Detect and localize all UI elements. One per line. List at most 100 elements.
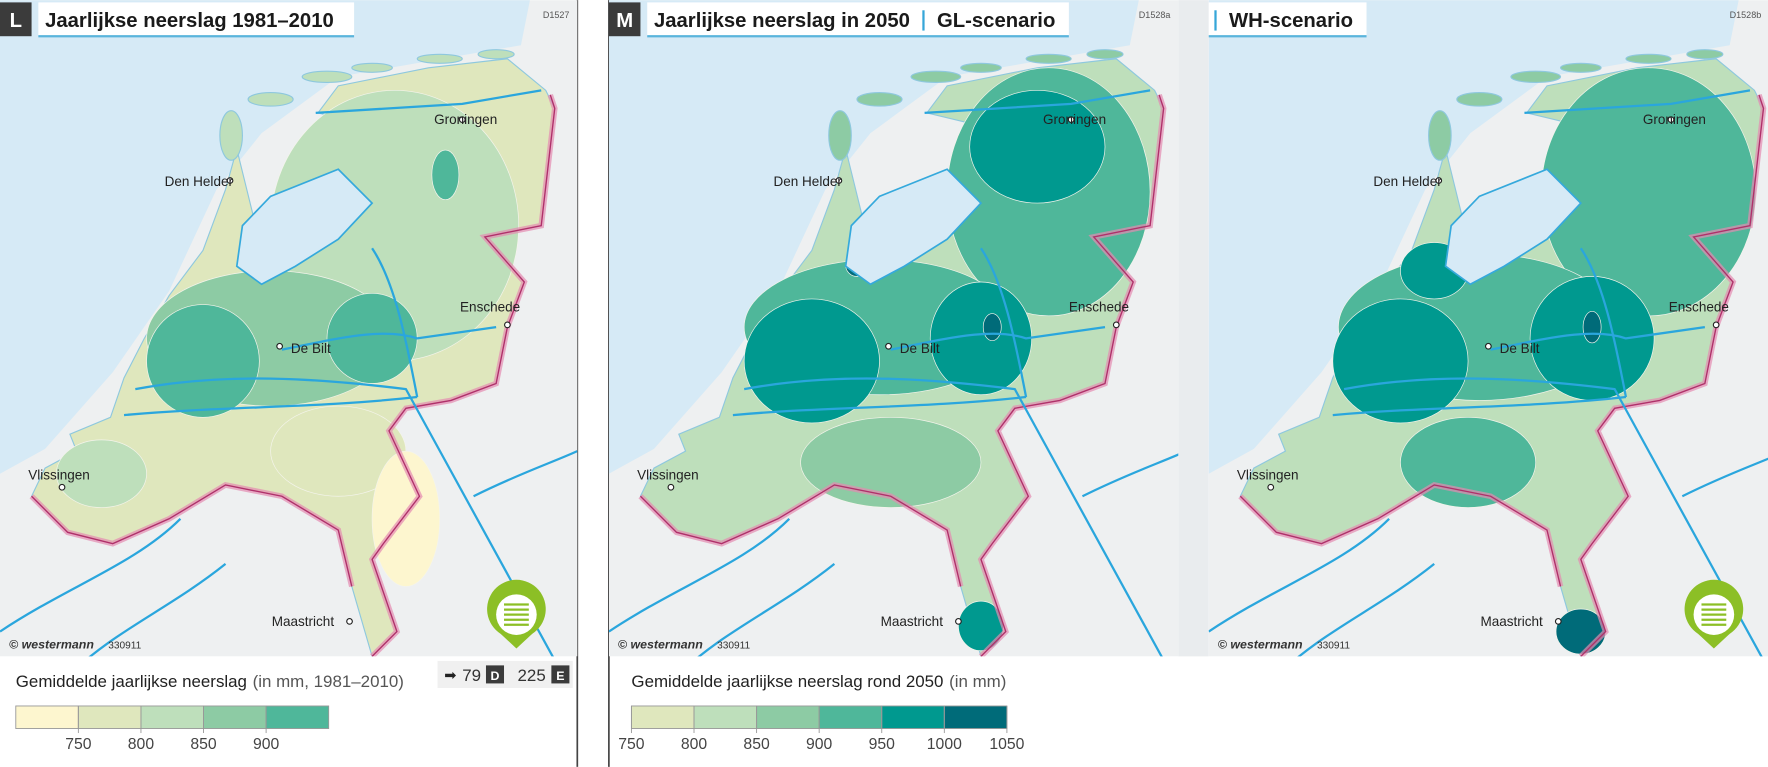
page-ref-page[interactable]: 225: [518, 666, 546, 685]
legend-swatch: [881, 705, 945, 729]
precip-zone: [969, 89, 1106, 204]
legend-title: Gemiddelde jaarlijkse neerslag rond 2050: [631, 672, 943, 691]
river: [608, 518, 791, 633]
panel-title: Jaarlijkse neerslag 1981–2010: [45, 10, 334, 32]
legend-tick-label: 950: [869, 736, 896, 753]
river: [1343, 377, 1763, 657]
legend-swatch: [77, 705, 142, 729]
lake: [235, 168, 374, 286]
island: [1086, 49, 1124, 60]
scenario-title: WH-scenario: [1229, 10, 1353, 32]
city-label: De Bilt: [291, 341, 331, 356]
river: [88, 563, 227, 657]
island: [910, 70, 962, 84]
city-label: Groningen: [1043, 112, 1106, 127]
island: [1510, 70, 1562, 84]
page-ref-page[interactable]: 79: [462, 666, 481, 685]
river: [732, 395, 1027, 417]
island: [1625, 53, 1672, 64]
credit-number: 330911: [1317, 640, 1350, 651]
city-dot: [226, 177, 234, 184]
city-label: Maastricht: [881, 614, 944, 629]
city-dot: [346, 618, 353, 625]
legend-swatch: [818, 705, 883, 729]
city-dot: [1112, 321, 1120, 329]
city-label: Den Helder: [165, 174, 234, 189]
title-box: [1208, 2, 1367, 37]
river: [1332, 395, 1627, 417]
map-code: D1527: [543, 10, 570, 20]
city-dot: [885, 342, 892, 350]
river: [473, 450, 578, 498]
river: [1681, 457, 1768, 498]
panel-title: Jaarlijkse neerslag in 2050: [654, 10, 910, 32]
precip-zone: [1582, 310, 1602, 344]
map-code: D1528b: [1730, 10, 1762, 20]
city-dot: [667, 483, 675, 491]
legend-tick-label: 800: [681, 736, 708, 753]
city-label: Enschede: [460, 299, 520, 314]
legend-swatch: [630, 705, 695, 729]
precip-zone: [146, 304, 260, 418]
map: Groningen Den Helder Enschede De Bilt Vlissi…: [1208, 0, 1768, 657]
island: [856, 92, 903, 107]
page-ref-letter: E: [556, 669, 564, 683]
legend-tick-label: 850: [190, 736, 217, 753]
island: [1025, 53, 1072, 64]
river: [371, 247, 419, 398]
legend-tick-label: 900: [806, 736, 833, 753]
map-panel: Groningen Den Helder Enschede De Bilt Vlissi…: [1208, 0, 1768, 657]
city-dot: [1484, 342, 1492, 350]
river: [315, 89, 542, 115]
city-dot: [1067, 116, 1075, 124]
sea: [608, 0, 1139, 474]
map: Groningen Den Helder Enschede De Bilt Vlissi…: [608, 0, 1179, 657]
city-label: Maastricht: [1480, 614, 1543, 629]
legend-subtitle: (in mm, 1981–2010): [253, 672, 404, 691]
city-dot: [458, 116, 466, 124]
precip-zone: [371, 450, 441, 587]
city-dot: [276, 342, 284, 350]
panel-letter-box: [0, 2, 32, 37]
city-label: De Bilt: [900, 341, 940, 356]
legend-tick-label: 750: [65, 736, 92, 753]
precip-zone: [982, 313, 1002, 341]
island: [416, 53, 463, 64]
river: [1490, 326, 1706, 351]
lake: [1444, 168, 1583, 286]
legend-tick-label: 800: [128, 736, 155, 753]
city-label: Groningen: [434, 112, 497, 127]
legend-title: Gemiddelde jaarlijkse neerslag: [16, 672, 247, 691]
map-panel: Groningen Den Helder Enschede De Bilt Vlissi…: [0, 0, 578, 657]
legend-tick-label: 900: [253, 736, 280, 753]
island: [828, 110, 852, 161]
city-dot: [835, 177, 843, 184]
river: [281, 326, 497, 351]
legend-tick-label: 1000: [927, 736, 962, 753]
page-ref-bg: [437, 660, 573, 688]
island: [1686, 49, 1724, 60]
map-panel: Groningen Den Helder Enschede De Bilt Vlissi…: [608, 0, 1762, 657]
city-label: Groningen: [1643, 112, 1706, 127]
city-label: Den Helder: [774, 174, 843, 189]
river: [0, 518, 182, 633]
legend-tick-label: 1050: [989, 736, 1024, 753]
page-ref-letter-box: [551, 665, 570, 684]
river: [1081, 453, 1179, 498]
river: [697, 563, 836, 657]
island: [1428, 110, 1452, 161]
river: [1579, 247, 1628, 398]
island: [477, 49, 515, 60]
panel-letter: M: [616, 10, 633, 32]
credit-number: 330911: [108, 640, 141, 651]
precip-zone: [56, 439, 147, 508]
city-label: Vlissingen: [28, 467, 90, 482]
river: [1524, 89, 1751, 115]
title-box: [647, 2, 1069, 37]
river: [980, 247, 1028, 398]
island: [301, 70, 353, 84]
city-label: Den Helder: [1373, 174, 1442, 189]
legend-tick-label: 750: [618, 736, 645, 753]
city-label: Enschede: [1069, 299, 1129, 314]
